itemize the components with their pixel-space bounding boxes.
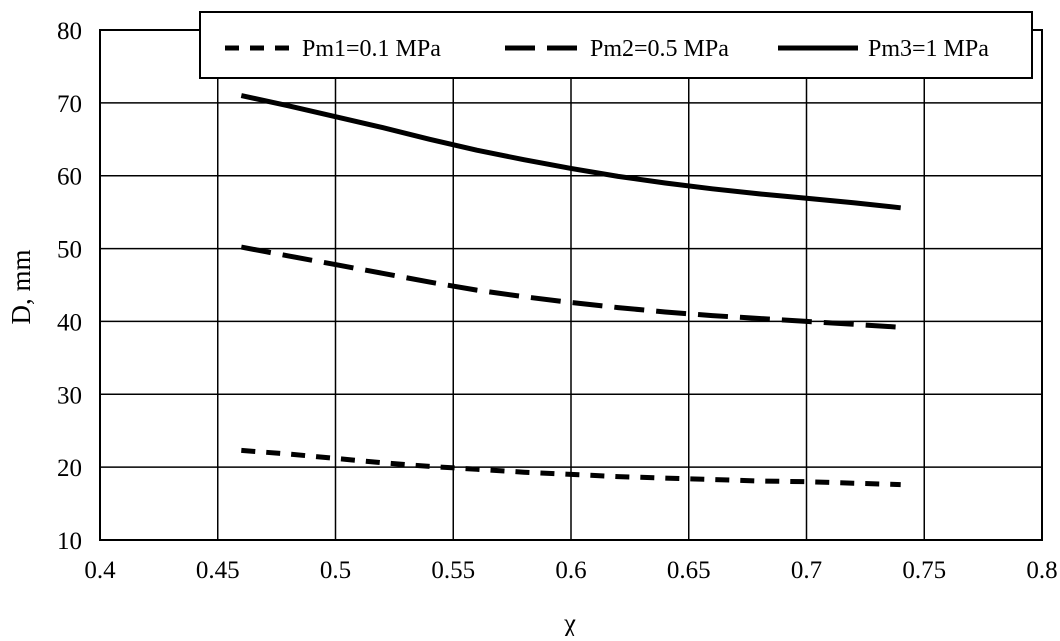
x-tick-label: 0.5 [320, 557, 351, 584]
legend: Pm1=0.1 MPa Pm2=0.5 MPa Pm3=1 MPa [199, 11, 1033, 79]
y-tick-label: 80 [57, 18, 82, 45]
legend-label-1: Pm1=0.1 MPa [302, 36, 441, 62]
y-tick-label: 60 [57, 164, 82, 191]
legend-box [199, 11, 1033, 79]
y-axis-title: D, mm [6, 249, 36, 324]
x-axis-title: χ [563, 608, 576, 636]
series-line-1 [241, 447, 901, 488]
series-line-2 [240, 244, 901, 330]
x-tick-label: 0.55 [431, 557, 475, 584]
grid-layer [99, 29, 1043, 541]
y-tick-label: 50 [57, 237, 82, 264]
x-tick-label: 0.7 [791, 557, 822, 584]
series-layer [240, 93, 901, 488]
legend-label-2: Pm2=0.5 MPa [590, 36, 729, 62]
legend-label-3: Pm3=1 MPa [868, 36, 989, 62]
series-line-3 [240, 93, 901, 211]
x-tick-label: 0.8 [1026, 557, 1057, 584]
tick-labels: 0.4 0.45 0.5 0.55 0.6 0.65 0.7 0.75 0.8 10 20 30 40 5… [57, 18, 1058, 584]
x-tick-label: 0.6 [555, 557, 586, 584]
y-tick-label: 20 [57, 455, 82, 482]
x-tick-label: 0.75 [902, 557, 946, 584]
x-tick-label: 0.45 [196, 557, 240, 584]
x-tick-label: 0.65 [667, 557, 711, 584]
y-tick-label: 10 [57, 528, 82, 555]
y-tick-label: 70 [57, 91, 82, 118]
y-tick-label: 30 [57, 382, 82, 409]
y-tick-label: 40 [57, 309, 82, 336]
x-tick-label: 0.4 [84, 557, 116, 584]
